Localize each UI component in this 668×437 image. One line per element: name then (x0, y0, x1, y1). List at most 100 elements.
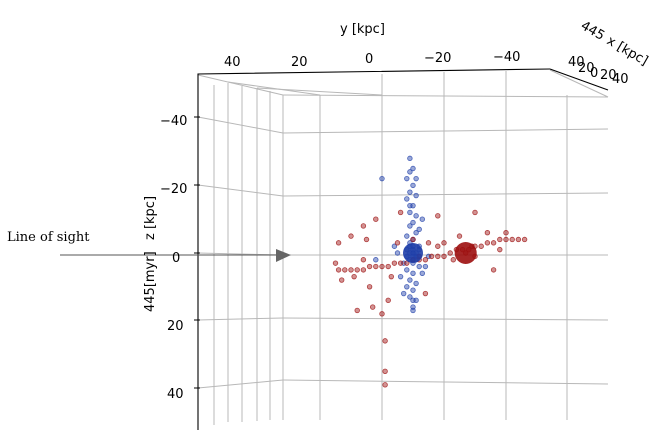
blue-data-point (416, 226, 422, 233)
red-data-point (490, 240, 497, 246)
red-data-point (360, 257, 367, 263)
x-axis-prefix: 445 (578, 18, 607, 43)
red-data-point (360, 267, 367, 273)
z-tick-marks (194, 116, 200, 389)
blue-data-point (407, 209, 413, 216)
y-tick-label: 0 (365, 52, 373, 67)
red-data-point (388, 273, 394, 280)
x-tick-label: 20 (600, 68, 617, 83)
x-tick-label: 40 (568, 55, 585, 70)
red-data-point (425, 240, 432, 246)
z-tick-label: 0 (172, 251, 180, 266)
blue-data-point (407, 169, 413, 175)
red-data-point (366, 284, 373, 290)
blue-data-point (413, 280, 419, 287)
blue-data-point (407, 155, 413, 162)
blue-data-point (407, 202, 413, 209)
y-tick-labels: 40 20 0 −20 −40 (224, 50, 520, 70)
red-data-point (342, 267, 348, 273)
red-center-point (454, 242, 477, 264)
blue-data-point (394, 250, 401, 256)
blue-data-point (407, 277, 413, 283)
red-data-point (382, 368, 388, 374)
red-data-point (370, 304, 376, 310)
red-data-point (397, 209, 404, 216)
red-data-point (521, 236, 528, 243)
red-data-point (363, 236, 370, 243)
blue-data-point (391, 243, 398, 249)
blue-data-point (422, 263, 429, 270)
red-data-point (490, 267, 497, 273)
z-tick-label: 40 (167, 387, 184, 402)
blue-data-point (407, 189, 413, 195)
red-data-point (509, 236, 515, 243)
blue-data-point (404, 175, 410, 182)
red-data-point (484, 230, 491, 236)
red-data-point (382, 382, 388, 388)
z-tick-labels: −40 −20 0 20 40 (160, 114, 187, 402)
blue-data-point (379, 175, 385, 182)
red-data-point (360, 223, 367, 229)
red-data-point (339, 277, 345, 283)
blue-data-point (397, 273, 404, 280)
red-data-point (497, 246, 503, 253)
blue-center-point (403, 243, 423, 263)
blue-data-point (404, 233, 410, 239)
red-data-point (394, 240, 401, 246)
y-axis-label: y [kpc] (340, 22, 385, 37)
red-data-point (441, 253, 447, 260)
x-tick-labels: 40 20 0 20 40 (568, 55, 629, 87)
red-data-point (472, 209, 478, 216)
red-data-point (484, 240, 491, 246)
blue-data-point (404, 196, 410, 202)
x-tick-label: 40 (612, 72, 629, 87)
red-data-point (382, 338, 388, 344)
blue-data-point (413, 213, 419, 219)
blue-data-point (419, 270, 425, 276)
red-data-point (428, 253, 435, 260)
red-data-point (435, 213, 441, 219)
blue-data-point (404, 284, 410, 290)
axis-lines (197, 68, 609, 430)
red-data-point (354, 307, 360, 314)
red-data-point (366, 263, 373, 270)
red-data-point (354, 267, 360, 273)
red-data-point (397, 260, 404, 266)
blue-data-point (401, 290, 407, 297)
x-tick-label: 0 (590, 66, 598, 81)
red-data-point (335, 240, 342, 246)
blue-data-point (410, 297, 416, 304)
red-data-point (332, 260, 339, 266)
red-data-point (379, 311, 385, 317)
blue-data-point (413, 175, 419, 182)
red-data-point (410, 236, 416, 243)
red-data-point (422, 257, 429, 263)
blue-data-point (410, 182, 416, 189)
blue-data-point (410, 165, 416, 172)
red-data-point (497, 236, 503, 243)
blue-data-point (373, 257, 379, 263)
z-tick-label: −40 (160, 114, 187, 129)
y-tick-label: 40 (224, 55, 241, 70)
red-data-point (379, 263, 385, 270)
blue-data-point (413, 192, 419, 199)
line-of-sight-arrowhead (276, 249, 291, 262)
red-data-point (385, 297, 391, 304)
red-data-point (422, 290, 429, 297)
red-data-point (503, 230, 509, 236)
red-data-point (348, 267, 354, 273)
red-data-point (373, 216, 379, 222)
z-tick-label: −20 (160, 182, 187, 197)
blue-data-point (419, 216, 425, 222)
z-axis-prefix: 445[myr] (143, 251, 158, 312)
z-tick-label: 20 (167, 319, 184, 334)
red-data-point (385, 263, 391, 270)
red-data-point (515, 236, 522, 243)
red-data-point (478, 243, 484, 249)
blue-data-point (413, 230, 419, 236)
red-data-point (348, 233, 354, 239)
blue-data-point (410, 219, 416, 226)
red-data-point (335, 267, 342, 273)
y-tick-label: −20 (424, 51, 451, 66)
